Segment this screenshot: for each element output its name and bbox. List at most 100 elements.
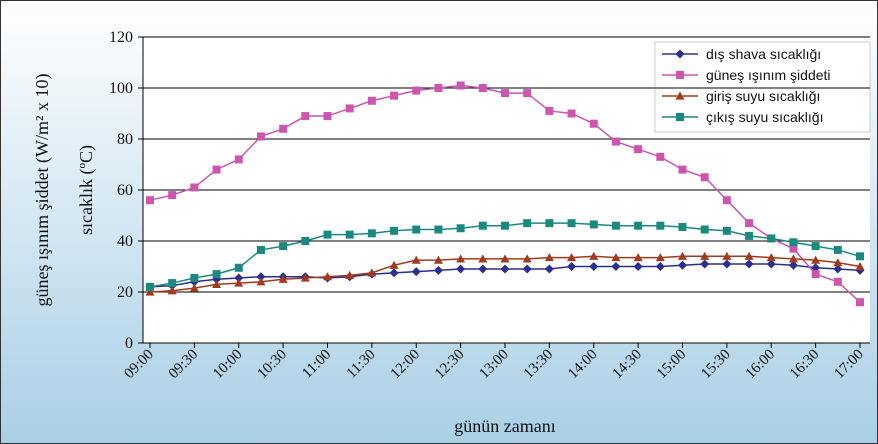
- point: [589, 220, 598, 229]
- point: [279, 242, 288, 251]
- point: [500, 264, 510, 274]
- point: [256, 245, 265, 254]
- point: [766, 253, 776, 262]
- point: [256, 277, 266, 286]
- point: [500, 254, 510, 263]
- point: [256, 272, 266, 282]
- point: [655, 262, 665, 271]
- point: [501, 89, 509, 98]
- point: [478, 84, 487, 92]
- point: [234, 273, 244, 283]
- point: [567, 109, 576, 118]
- point: [811, 270, 820, 279]
- y-tick-label: 60: [117, 182, 133, 199]
- point: [766, 259, 776, 269]
- point: [456, 264, 466, 274]
- point: [168, 279, 177, 288]
- legend-label: giriş suyu sıcaklığı: [706, 88, 820, 104]
- point: [634, 221, 643, 230]
- point: [767, 234, 776, 243]
- point: [345, 270, 355, 280]
- point: [146, 282, 154, 291]
- point: [389, 260, 399, 269]
- point: [789, 238, 798, 247]
- point: [656, 221, 665, 230]
- point: [811, 263, 821, 273]
- point: [234, 155, 243, 164]
- y-label-right: sıcaklık (ºC): [76, 145, 97, 235]
- legend-marker: [675, 91, 685, 100]
- point: [833, 258, 843, 267]
- point: [367, 268, 377, 277]
- point: [589, 119, 598, 128]
- point: [545, 106, 554, 115]
- point: [389, 268, 399, 278]
- point: [700, 259, 710, 269]
- point: [301, 112, 310, 121]
- y-label-left: güneş ışınım şiddet (W/m² x 10): [32, 74, 53, 307]
- point: [745, 231, 754, 240]
- point: [545, 219, 554, 228]
- point: [833, 277, 842, 286]
- point: [168, 191, 177, 200]
- point: [567, 253, 577, 262]
- point: [434, 84, 443, 92]
- point: [323, 112, 332, 121]
- point: [611, 137, 620, 146]
- point: [567, 262, 577, 271]
- point: [278, 274, 288, 283]
- point: [589, 251, 599, 260]
- point: [833, 264, 843, 274]
- point: [744, 259, 754, 269]
- legend-label: çıkış suyu sıcaklığı: [706, 109, 823, 125]
- point: [190, 273, 199, 282]
- point: [456, 224, 465, 233]
- point: [744, 251, 754, 260]
- point: [700, 251, 710, 260]
- point: [367, 229, 376, 238]
- point: [212, 279, 222, 288]
- point: [300, 273, 310, 282]
- point: [367, 96, 376, 105]
- point: [722, 196, 731, 205]
- point: [234, 263, 243, 272]
- point: [433, 255, 443, 264]
- legend-label: güneş ışınım şiddeti: [706, 67, 831, 83]
- point: [323, 230, 332, 239]
- point: [522, 264, 532, 274]
- point: [611, 253, 621, 262]
- point: [434, 225, 443, 234]
- point: [700, 173, 709, 182]
- point: [722, 251, 732, 260]
- point: [433, 265, 443, 275]
- point: [301, 237, 310, 245]
- y-tick-label: 40: [117, 233, 133, 250]
- point: [167, 286, 177, 295]
- point: [411, 267, 421, 277]
- point: [412, 225, 421, 234]
- point: [678, 222, 687, 231]
- point: [567, 219, 576, 228]
- point: [700, 225, 709, 234]
- point: [633, 253, 643, 262]
- point: [523, 89, 532, 98]
- point: [190, 183, 199, 192]
- point: [145, 287, 155, 296]
- point: [456, 81, 465, 90]
- point: [811, 242, 820, 251]
- point: [678, 165, 687, 174]
- point: [411, 255, 421, 264]
- y-tick-label: 100: [109, 80, 133, 97]
- point: [678, 251, 687, 260]
- legend-marker: [676, 71, 684, 79]
- point: [611, 262, 621, 271]
- point: [501, 221, 509, 230]
- point: [323, 272, 332, 281]
- point: [611, 221, 620, 230]
- y-tick-label: 80: [117, 131, 133, 148]
- point: [523, 219, 532, 228]
- point: [745, 219, 754, 228]
- point: [656, 152, 665, 161]
- y-tick-label: 20: [117, 284, 133, 301]
